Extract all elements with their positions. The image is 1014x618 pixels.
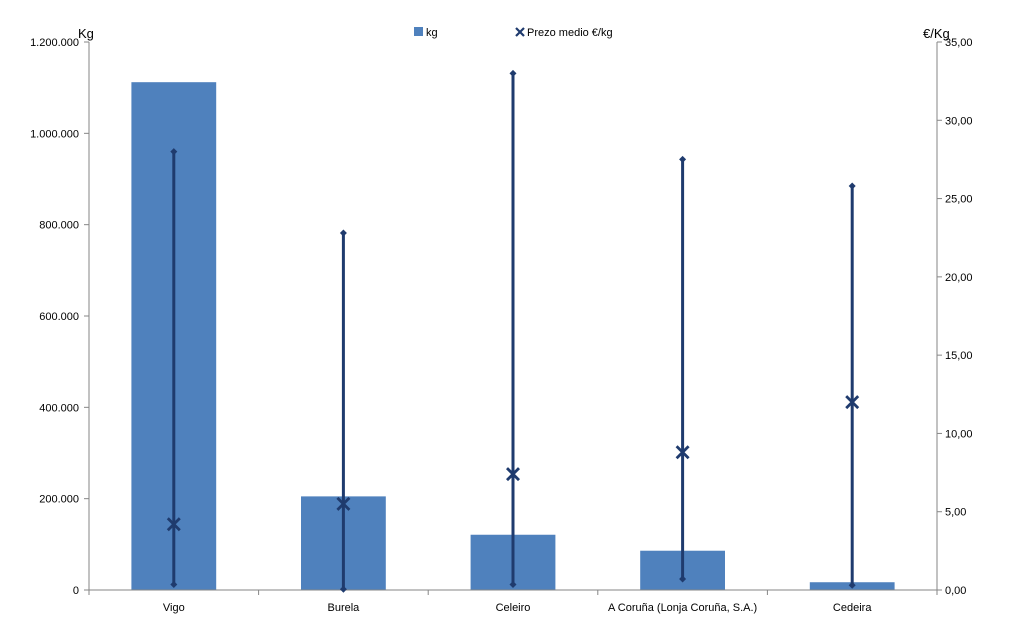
- y-tick-label-0: 0: [73, 585, 79, 597]
- price-average-marker-3: [675, 445, 690, 460]
- legend-price-label: Prezo medio €/kg: [527, 27, 613, 39]
- legend-kg-swatch: [414, 27, 423, 36]
- x-tick-label-3: A Coruña (Lonja Coruña, S.A.): [608, 602, 757, 614]
- y-tick-label-2: 400.000: [39, 402, 79, 414]
- y2-axis-title: €/Kg: [923, 26, 950, 41]
- price-average-marker-4: [845, 395, 860, 410]
- legend-price-marker: [515, 27, 525, 37]
- x-tick-label-1: Burela: [328, 602, 361, 614]
- price-average-marker-0: [166, 517, 181, 532]
- price-max-marker-1: [339, 229, 347, 237]
- price-min-marker-1: [339, 585, 347, 593]
- x-tick-label-4: Cedeira: [833, 602, 872, 614]
- y2-tick-label-4: 20,00: [945, 272, 973, 284]
- x-tick-label-0: Vigo: [163, 602, 185, 614]
- x-tick-label-2: Celeiro: [496, 602, 531, 614]
- price-average-marker-1: [336, 496, 351, 511]
- price-max-marker-0: [170, 148, 178, 156]
- y-tick-label-5: 1.000.000: [30, 128, 79, 140]
- legend-kg-label: kg: [426, 27, 438, 39]
- y-tick-label-4: 800.000: [39, 220, 79, 232]
- y2-tick-label-0: 0,00: [945, 585, 966, 597]
- price-min-marker-0: [170, 581, 178, 589]
- y2-tick-label-2: 10,00: [945, 428, 973, 440]
- price-max-marker-3: [679, 155, 687, 163]
- y2-tick-label-1: 5,00: [945, 507, 966, 519]
- y-tick-label-3: 600.000: [39, 311, 79, 323]
- price-average-marker-2: [506, 467, 520, 482]
- y2-tick-label-5: 25,00: [945, 194, 973, 206]
- price-max-marker-4: [848, 182, 856, 190]
- y-tick-label-1: 200.000: [39, 494, 79, 506]
- price-min-marker-2: [509, 581, 517, 589]
- y2-tick-label-6: 30,00: [945, 115, 973, 127]
- legend: kg Prezo medio €/kg: [414, 27, 613, 39]
- y2-tick-label-3: 15,00: [945, 350, 973, 362]
- y2-tick-label-7: 35,00: [945, 37, 973, 49]
- price-min-marker-3: [679, 575, 687, 583]
- price-max-marker-2: [509, 69, 517, 77]
- price-min-marker-4: [848, 581, 856, 589]
- y-tick-label-6: 1.200.000: [30, 37, 79, 49]
- y-axis-title: Kg: [78, 26, 94, 41]
